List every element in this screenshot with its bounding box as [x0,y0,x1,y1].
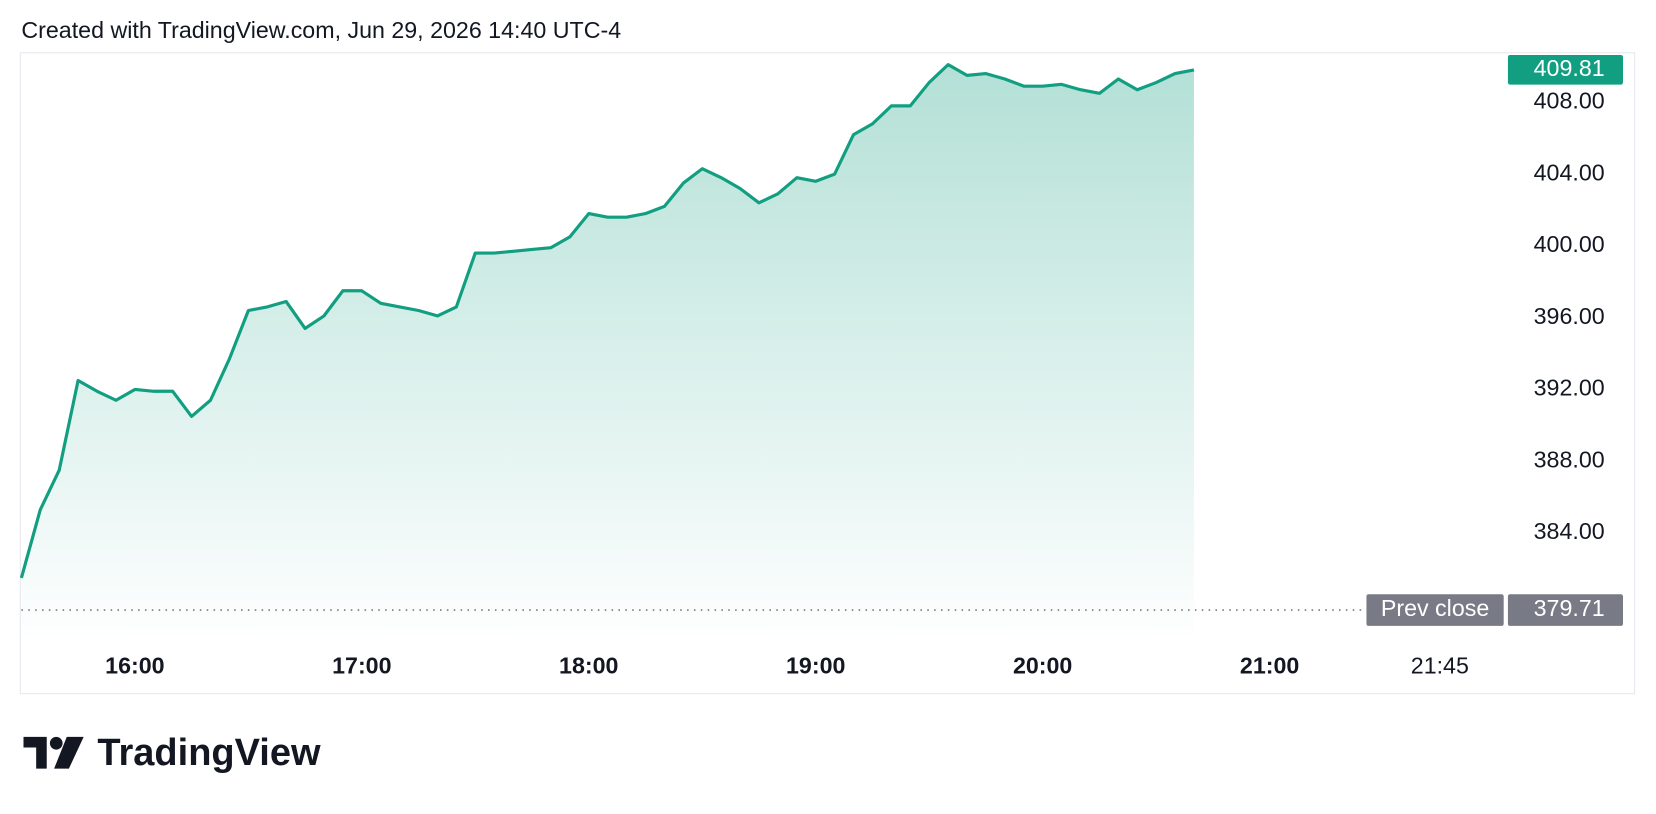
y-tick-label: 396.00 [1534,303,1605,329]
logo-mark [54,736,84,769]
x-tick-label: 18:00 [559,652,618,678]
x-tick-label: 21:45 [1411,652,1469,678]
chart-frame [19,52,1636,695]
x-tick-label: 17:00 [332,652,391,678]
last-price-label: 409.81 [1534,55,1605,81]
y-tick-label: 384.00 [1534,518,1605,544]
area-fill [21,64,1194,645]
prev-close-label: 379.71 [1534,595,1605,621]
header: Created with TradingView.com, Jun 29, 20… [21,17,621,43]
logo: TradingView [23,732,321,774]
prev-close-title: Prev close [1381,595,1489,621]
x-tick-label: 21:00 [1240,652,1299,678]
prev-close-badge [1507,594,1623,626]
y-tick-label: 408.00 [1534,87,1605,113]
y-tick-label: 400.00 [1534,231,1605,257]
logo-mark [49,736,63,750]
prev-close-tag [1366,594,1504,626]
price-line [19,63,1195,579]
y-tick-label: 404.00 [1534,159,1605,185]
plot: 384.00 388.00 392.00 396.00 400.00 404.00 408.… [19,55,1623,678]
x-tick-label: 20:00 [1013,652,1072,678]
y-tick-label: 392.00 [1534,375,1605,401]
x-tick-label: 16:00 [105,652,164,678]
x-tick-label: 19:00 [786,652,845,678]
last-price-badge [1507,55,1623,85]
y-tick-label: 388.00 [1534,446,1605,472]
logo-mark [23,736,47,769]
brand: TradingView [97,732,321,774]
